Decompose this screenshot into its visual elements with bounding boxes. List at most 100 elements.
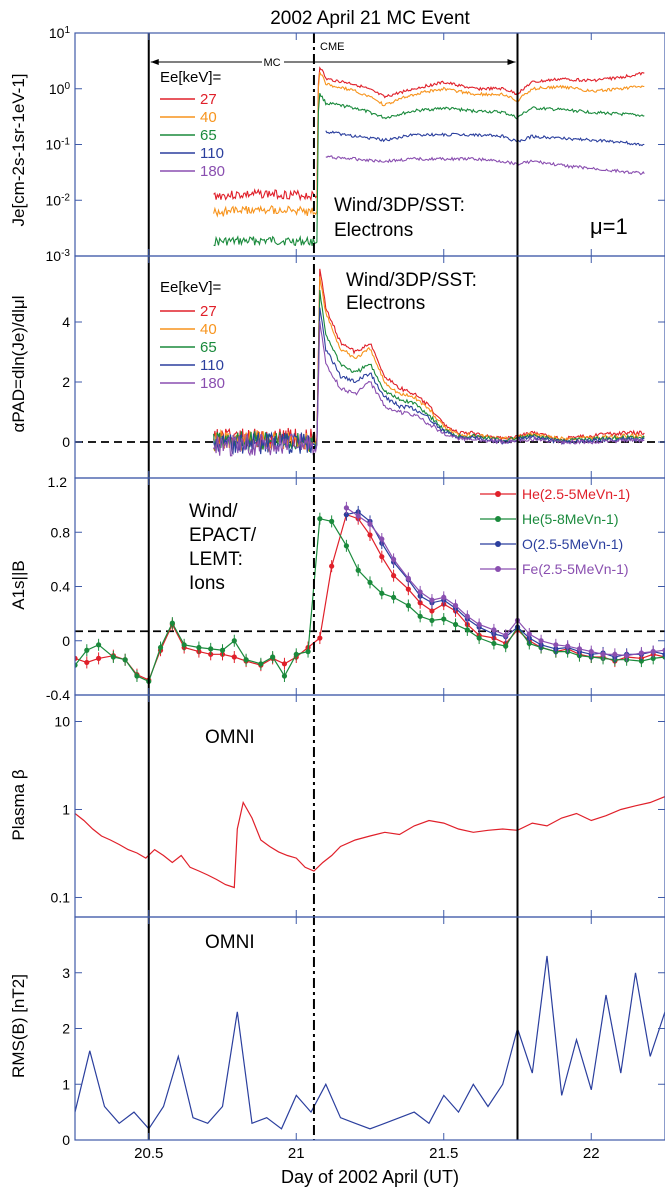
x-tick-label: 20.5 (134, 1145, 163, 1162)
p3-data-point (662, 651, 665, 657)
p3-data-point (367, 532, 373, 538)
p3-data-point (122, 657, 128, 663)
p5-omni-label: OMNI (205, 932, 255, 953)
p5-frame (74, 916, 665, 1141)
p3-y-tick-label: 0.8 (51, 524, 71, 540)
p3-data-point (231, 654, 237, 660)
p1-series-3-line (213, 93, 645, 247)
p1-plot-area (213, 66, 645, 247)
p3-legend-label: Fe(2.5-5MeVn-1) (522, 561, 629, 577)
p5-y-axis-title: RMS(B) [nT2] (9, 974, 28, 1078)
p5-series-1-line (75, 955, 665, 1130)
p3-data-point (391, 556, 397, 562)
x-axis-title: Day of 2002 April (UT) (281, 1167, 459, 1187)
p4-y-tick-label: 1 (62, 801, 70, 817)
p2-bottom-label: 1.2 (48, 474, 68, 490)
p3-data-point (624, 653, 630, 659)
p1-y-axis-title: Je[cm-2s-1sr-1eV-1] (9, 73, 28, 226)
p3-annotation-3: LEMT: (189, 549, 243, 570)
p3-data-point (355, 567, 361, 573)
p3-data-point (84, 659, 90, 666)
p2-series-3-line (213, 289, 645, 453)
p3-data-point (464, 627, 470, 633)
p3-data-point (343, 543, 349, 549)
p3-data-point (588, 649, 594, 655)
p3-legend-marker (495, 566, 501, 572)
p1-series-4-line (325, 130, 645, 147)
p1-y-tick-label: 10-3 (46, 248, 71, 265)
mc-label: MC (263, 57, 280, 69)
x-tick-label: 22 (583, 1145, 600, 1162)
p2-series-4-line (213, 307, 645, 456)
p3-data-point (452, 621, 459, 628)
p3-data-point (650, 649, 656, 655)
p3-data-point (638, 658, 645, 664)
p3-y-tick-label: 0.4 (51, 579, 71, 595)
p3-data-point (503, 632, 509, 638)
p3-legend-marker (495, 491, 501, 497)
p3-data-point (405, 575, 411, 581)
p2-annotation-1: Wind/3DP/SST: (346, 270, 477, 291)
p3-data-point (293, 651, 299, 657)
p4-y-tick-label: 10 (54, 713, 70, 729)
p3-data-point (75, 655, 78, 661)
p1-annotation-1: Wind/3DP/SST: (334, 195, 465, 216)
p3-data-point (452, 602, 459, 609)
p2-legend-label: 40 (200, 321, 217, 338)
p3-legend-label: He(5-8MeVn-1) (522, 511, 618, 527)
p3-data-point (355, 513, 361, 519)
figure-title: 2002 April 21 MC Event (270, 8, 470, 29)
p3-data-point (464, 613, 470, 619)
p2-plot-area (75, 268, 665, 457)
p3-data-point (169, 620, 175, 626)
p5-plot-area (75, 955, 665, 1130)
p3-data-point (429, 597, 435, 603)
p1-legend-label: 65 (200, 127, 217, 144)
p1-legend-label: 110 (200, 145, 224, 162)
p2-y-tick-label: 4 (62, 314, 70, 330)
p3-data-point (417, 600, 423, 606)
p3-data-point (612, 651, 618, 657)
p3-data-point (84, 647, 90, 653)
p2-legend-label: 27 (200, 303, 217, 320)
p2-y-tick-label: 0 (62, 434, 70, 450)
p3-data-point (281, 661, 288, 667)
p5-y-tick-label: 0 (62, 1132, 70, 1148)
p3-data-point (391, 594, 397, 600)
p2-legend-title: Ee[keV]= (160, 279, 222, 296)
p3-data-point (317, 635, 323, 641)
p4-y-tick-label: 0.1 (51, 889, 71, 905)
p3-data-point (391, 573, 397, 579)
p3-data-point (343, 512, 349, 518)
p3-data-point (441, 594, 447, 600)
p3-data-point (367, 521, 373, 527)
p5-y-tick-label: 3 (62, 965, 70, 981)
p3-data-point (329, 563, 335, 569)
p2-y-tick-label: 2 (62, 374, 70, 390)
p3-data-point (96, 642, 102, 648)
p3-data-point (317, 516, 323, 522)
mc-arrowhead-left (150, 59, 159, 65)
p1-legend-label: 27 (200, 91, 217, 108)
p3-data-point (231, 638, 237, 644)
p3-data-point (429, 608, 435, 614)
p3-data-point (638, 650, 645, 656)
x-tick-label: 21.5 (429, 1145, 458, 1162)
p3-plot-area (75, 501, 665, 688)
p3-data-point (429, 617, 435, 624)
p3-data-point (565, 643, 571, 649)
p3-data-point (476, 635, 482, 641)
p2-series-5-line (213, 321, 645, 457)
p3-data-point (491, 640, 497, 647)
p3-data-point (379, 536, 385, 542)
p3-data-point (110, 654, 116, 660)
p3-data-point (134, 673, 140, 679)
p3-data-point (305, 649, 311, 655)
p3-annotation-1: Wind/ (189, 501, 238, 522)
p4-omni-label: OMNI (205, 727, 255, 748)
cme-label: CME (320, 41, 344, 53)
p2-series-1-line (213, 268, 645, 450)
p2-legend-label: 180 (200, 375, 225, 392)
p1-y-tick-label: 101 (49, 25, 71, 42)
